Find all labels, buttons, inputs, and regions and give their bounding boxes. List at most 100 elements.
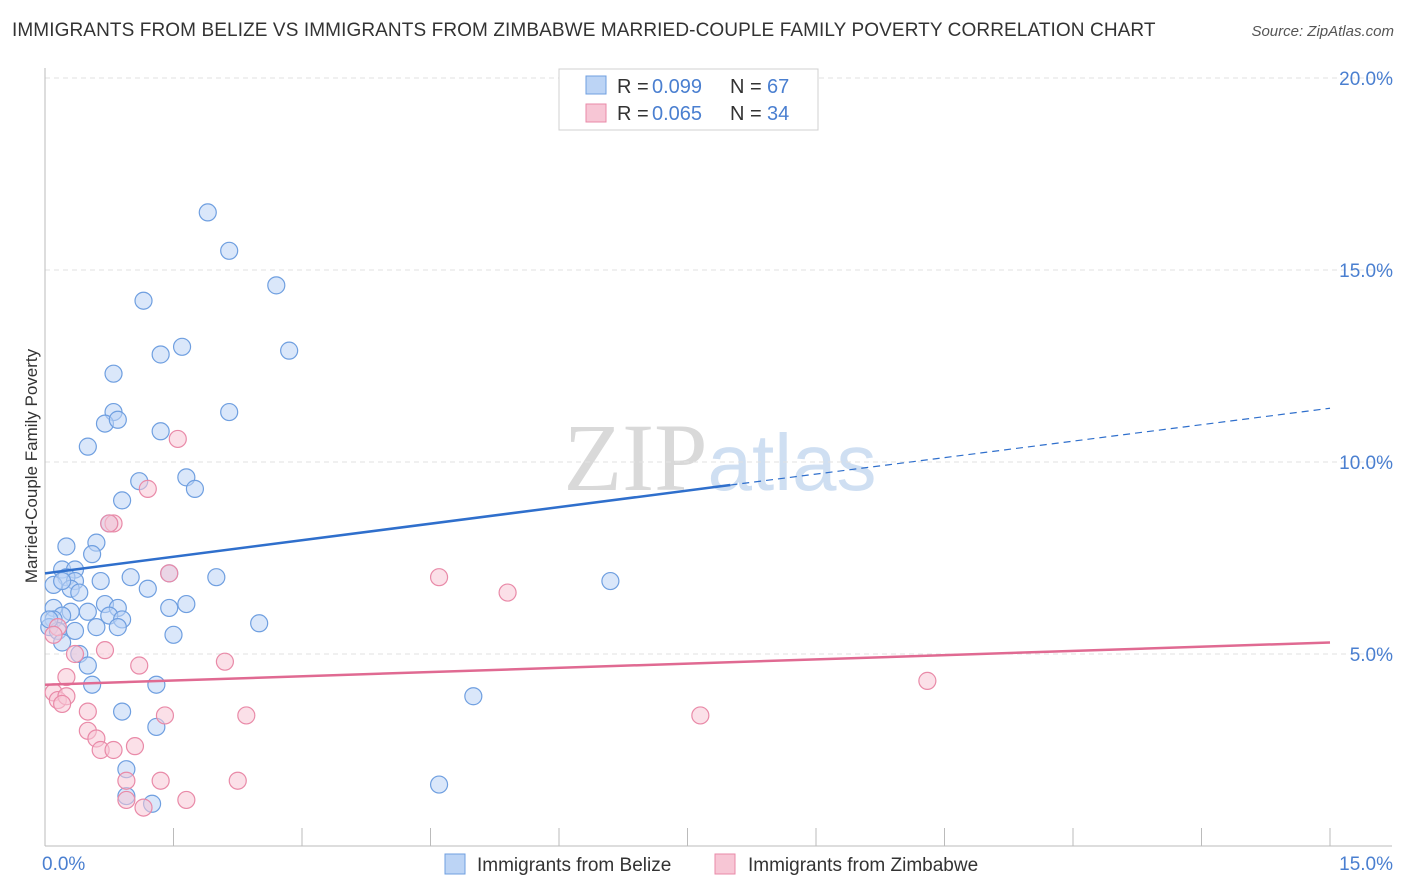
data-point [220, 241, 239, 260]
legend-swatch-zimbabwe [585, 103, 607, 123]
axes [44, 68, 1392, 847]
data-point [53, 694, 72, 714]
data-point [125, 737, 145, 756]
trend-line-belize [44, 483, 731, 575]
watermark: ZIPatlas [564, 404, 877, 511]
data-point [691, 706, 710, 725]
chart-source: Source: ZipAtlas.com [1251, 23, 1394, 40]
data-point [168, 429, 187, 449]
data-point [601, 571, 620, 591]
legend-r-label-belize: R = [617, 76, 649, 98]
grid [45, 77, 1392, 655]
data-point [151, 422, 170, 441]
legend-n-label-zimbabwe: N = [730, 103, 762, 125]
data-point [57, 667, 76, 687]
data-point [198, 203, 217, 222]
legend-n-value-belize: 67 [767, 76, 789, 98]
series-legend-label-belize: Immigrants from Belize [477, 855, 671, 876]
data-point [134, 798, 153, 817]
data-point [78, 656, 97, 675]
data-point [151, 345, 170, 364]
data-point [138, 479, 157, 498]
data-point [83, 675, 102, 694]
data-point [53, 571, 72, 591]
data-point [112, 491, 132, 510]
data-point [280, 341, 299, 360]
x-tick-label: 15.0% [1339, 854, 1393, 875]
data-point [104, 364, 123, 383]
data-point [237, 706, 256, 725]
data-point [44, 625, 63, 644]
y-tick-label: 5.0% [1350, 645, 1393, 666]
series-legend-swatch-belize [444, 853, 466, 875]
series-1 [44, 429, 937, 817]
series-legend-label-zimbabwe: Immigrants from Zimbabwe [748, 855, 978, 876]
data-point [130, 656, 149, 675]
data-point [498, 583, 517, 602]
y-tick-labels: 5.0% 10.0% 15.0% 20.0% [1339, 69, 1393, 666]
data-point [215, 652, 234, 671]
data-point [172, 337, 192, 356]
data-point [155, 706, 175, 725]
data-point [134, 291, 153, 310]
legend-r-value-belize: 0.099 [652, 76, 702, 98]
data-point [70, 583, 89, 602]
correlation-legend: R = 0.099 N = 67 R = 0.065 N = 34 [558, 68, 819, 131]
data-point [147, 675, 166, 694]
series-legend-swatch-zimbabwe [714, 853, 736, 875]
data-point [95, 641, 115, 660]
data-point [87, 618, 106, 637]
series-legend: Immigrants from Belize Immigrants from Z… [444, 853, 978, 876]
data-point [918, 671, 937, 690]
data-point [429, 568, 449, 587]
x-tick-labels: 0.0% 15.0% [42, 854, 1393, 875]
data-point [78, 702, 97, 721]
data-point [104, 740, 123, 760]
data-point [164, 625, 183, 644]
legend-n-label-belize: N = [730, 76, 762, 98]
data-point [250, 614, 269, 633]
data-point [160, 564, 179, 583]
data-point [100, 514, 119, 533]
data-point [464, 687, 483, 706]
data-point [57, 537, 76, 556]
data-point [220, 402, 239, 422]
data-point [160, 598, 179, 618]
series-0 [40, 203, 620, 813]
y-tick-label: 15.0% [1339, 261, 1393, 282]
data-point [65, 644, 85, 664]
data-point [121, 568, 140, 587]
data-point [228, 771, 247, 790]
trend-line-belize-projection [730, 407, 1331, 486]
data-point [65, 621, 85, 641]
y-tick-label: 10.0% [1339, 453, 1393, 474]
data-point [83, 545, 102, 564]
x-tick-label: 0.0% [42, 854, 85, 875]
data-point [117, 771, 136, 790]
data-point [138, 579, 157, 598]
legend-r-value-zimbabwe: 0.065 [652, 103, 702, 125]
data-point [177, 594, 196, 614]
data-point [108, 618, 127, 637]
data-point [177, 790, 196, 810]
legend-r-label-zimbabwe: R = [617, 103, 649, 125]
data-point [112, 702, 132, 721]
legend-n-value-zimbabwe: 34 [767, 103, 789, 125]
data-point [108, 410, 127, 429]
trend-line-zimbabwe [44, 641, 1331, 686]
data-point [207, 568, 226, 587]
watermark-zip: ZIP [564, 404, 708, 511]
data-point [117, 790, 136, 810]
data-point [429, 775, 449, 794]
y-tick-label: 20.0% [1339, 69, 1393, 90]
chart-title: IMMIGRANTS FROM BELIZE VS IMMIGRANTS FRO… [12, 20, 1156, 41]
data-point [78, 437, 97, 456]
data-point [267, 276, 286, 295]
data-points [40, 203, 937, 817]
data-point [91, 571, 110, 591]
legend-swatch-belize [585, 75, 607, 95]
data-point [78, 602, 97, 621]
data-point [151, 771, 170, 790]
trend-lines [44, 407, 1331, 686]
